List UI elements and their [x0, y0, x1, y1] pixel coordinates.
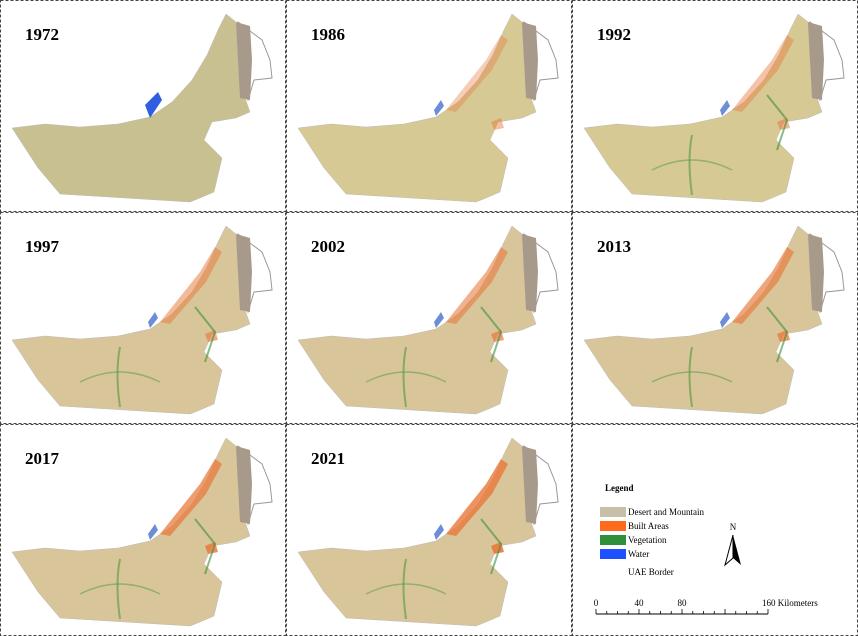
mountains: [522, 446, 538, 524]
panel-frame: [286, 212, 572, 424]
legend-title: Legend: [605, 483, 634, 493]
legend-label: Built Areas: [628, 521, 669, 531]
panel-year: 1972: [25, 25, 59, 44]
scale-label: 160 Kilometers: [762, 598, 818, 608]
built-area: [160, 459, 222, 536]
water-area: [434, 100, 444, 116]
north-arrow: [724, 534, 734, 567]
mountains: [522, 22, 538, 100]
legend-swatch: [600, 535, 626, 545]
water-area: [145, 92, 162, 118]
vegetation: [480, 306, 503, 363]
mountains: [522, 234, 538, 312]
panel-map: 2021: [297, 437, 559, 627]
water-area: [148, 312, 158, 328]
legend-clip-cover: [590, 576, 710, 586]
built-area: [160, 247, 222, 324]
panel-year: 2002: [311, 237, 345, 256]
legend-swatch: [600, 549, 626, 559]
panel-year: 1992: [597, 25, 631, 44]
panel-year: 2017: [25, 449, 60, 468]
vegetation: [194, 518, 217, 575]
panel-map: 2017: [11, 437, 273, 627]
scale-label: 40: [635, 598, 645, 608]
water-area: [720, 100, 730, 116]
built-area: [732, 247, 794, 324]
north-arrow: [733, 535, 741, 565]
vegetation: [766, 306, 789, 363]
built-area: [446, 247, 508, 324]
panel-year: 1986: [311, 25, 345, 44]
vegetation: [402, 558, 407, 620]
vegetation: [116, 346, 121, 408]
legend-swatch: [600, 521, 626, 531]
vegetation: [365, 371, 447, 383]
mountains: [236, 446, 252, 524]
vegetation: [116, 558, 121, 620]
panel-frame: [0, 424, 286, 636]
panel-map: 2013: [583, 225, 845, 415]
legend-swatch: [600, 507, 626, 517]
vegetation: [79, 583, 161, 595]
water-area: [434, 524, 444, 540]
mountains: [808, 234, 824, 312]
water-area: [148, 524, 158, 540]
panel-year: 2021: [311, 449, 345, 468]
north-label: N: [730, 522, 737, 532]
vegetation: [766, 94, 789, 151]
built-area: [446, 459, 508, 536]
panel-map: 1997: [11, 225, 273, 415]
legend-label: UAE Border: [628, 567, 674, 577]
legend-label: Desert and Mountain: [628, 507, 704, 517]
mountains: [808, 22, 824, 100]
scale-label: 80: [678, 598, 688, 608]
vegetation: [651, 371, 733, 383]
vegetation: [480, 518, 503, 575]
panel-map: 1992: [583, 13, 845, 203]
panel-year: 1997: [25, 237, 60, 256]
mountains: [236, 234, 252, 312]
scale-label: 0: [594, 598, 599, 608]
vegetation: [79, 371, 161, 383]
panel-frame: [286, 0, 572, 212]
mountains: [236, 22, 252, 100]
panel-frame: [0, 212, 286, 424]
legend-label: Vegetation: [628, 535, 667, 545]
vegetation: [651, 159, 733, 171]
built-area: [446, 35, 508, 112]
water-area: [720, 312, 730, 328]
vegetation: [688, 346, 693, 408]
panel-year: 2013: [597, 237, 631, 256]
vegetation: [402, 346, 407, 408]
water-area: [434, 312, 444, 328]
panel-map: 1986: [297, 13, 559, 203]
panel-frame: [0, 0, 286, 212]
panel-map: 1972: [11, 13, 273, 203]
vegetation: [194, 306, 217, 363]
built-area: [732, 35, 794, 112]
panel-frame: [286, 424, 572, 636]
built-area: [491, 118, 504, 130]
legend-label: Water: [628, 549, 649, 559]
vegetation: [688, 134, 693, 196]
panel-map: 2002: [297, 225, 559, 415]
vegetation: [365, 583, 447, 595]
